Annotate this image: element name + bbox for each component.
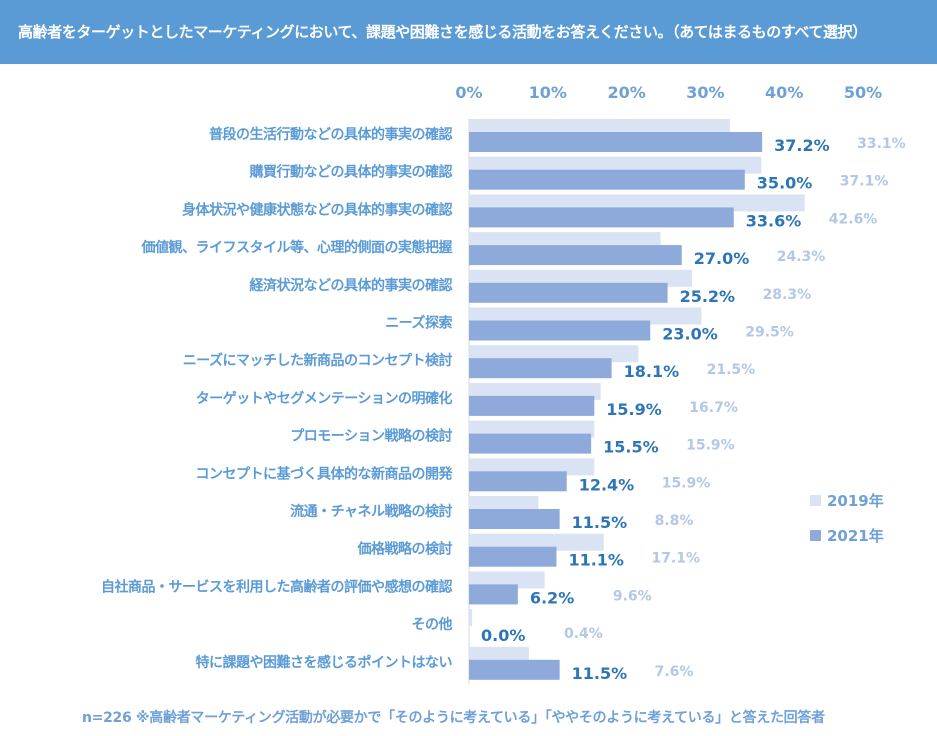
bar-2019	[469, 382, 601, 400]
bar-2019	[469, 119, 730, 136]
data-label-2019: 15.9%	[662, 475, 711, 491]
data-label-2021: 27.0%	[694, 249, 750, 268]
footnote: n=226 ※高齢者マーケティング活動が必要かで「そのように考えている」「ややそ…	[82, 710, 825, 726]
category-label: ターゲットやセグメンテーションの明確化	[196, 390, 453, 407]
bar-2019	[469, 269, 693, 287]
bar-2019	[469, 646, 529, 664]
question-header: 高齢者をターゲットとしたマーケティングにおいて、課題や困難さを感じる活動をお答え…	[0, 0, 937, 64]
bar-2021	[469, 207, 734, 228]
data-label-2021: 11.1%	[568, 551, 624, 570]
category-label: その他	[412, 616, 453, 633]
bar-2021	[469, 546, 557, 567]
category-label: 購買行動などの具体的事実の確認	[249, 164, 453, 181]
category-label: 自社商品・サービスを利用した高齢者の評価や感想の確認	[101, 578, 452, 595]
x-tick-label: 10%	[529, 83, 567, 102]
bar-2021	[469, 395, 595, 416]
category-label: 身体状況や健康状態などの具体的事実の確認	[182, 201, 452, 218]
data-label-2021: 15.9%	[606, 400, 662, 419]
category-label: 価値観、ライフスタイル等、心理的側面の実態把握	[141, 239, 453, 256]
bar-2019	[469, 156, 762, 174]
data-label-2021: 6.2%	[530, 588, 574, 607]
bar-2021	[469, 169, 745, 190]
bar-2021	[469, 509, 560, 529]
data-label-2019: 24.3%	[777, 249, 826, 265]
data-label-2019: 17.1%	[651, 551, 700, 567]
data-label-2019: 33.1%	[857, 136, 906, 152]
bar-2021	[469, 282, 668, 303]
category-label: 経済状況などの具体的事実の確認	[250, 277, 453, 294]
bar-2021	[469, 659, 560, 680]
data-label-2021: 37.2%	[774, 136, 830, 155]
x-tick-label: 0%	[455, 83, 482, 102]
data-label-2019: 28.3%	[763, 287, 812, 303]
bar-2021	[469, 471, 567, 492]
x-tick-label: 40%	[765, 83, 803, 102]
bar-2019	[469, 533, 604, 551]
bar-2021	[469, 320, 651, 341]
data-label-2019: 37.1%	[840, 174, 889, 190]
data-label-2021: 11.5%	[572, 513, 628, 532]
data-label-2019: 42.6%	[829, 211, 878, 227]
bar-2019	[469, 458, 595, 476]
data-label-2021: 12.4%	[579, 475, 635, 494]
data-label-2021: 15.5%	[603, 438, 659, 457]
bar-2019	[469, 420, 595, 438]
data-label-2021: 0.0%	[481, 626, 525, 645]
x-tick-label: 50%	[844, 83, 882, 102]
data-label-2019: 16.7%	[689, 400, 738, 416]
category-label: 特に課題や困難さを感じるポイントはない	[196, 654, 453, 671]
question-text: 高齢者をターゲットとしたマーケティングにおいて、課題や困難さを感じる活動をお答え…	[18, 23, 867, 41]
data-label-2021: 35.0%	[757, 174, 813, 193]
bar-2019	[469, 571, 545, 589]
category-label: ニーズ探索	[385, 315, 452, 332]
bar-2019	[469, 194, 805, 212]
data-label-2021: 33.6%	[746, 211, 802, 230]
data-label-2021: 23.0%	[662, 325, 718, 344]
category-label: ニーズにマッチした新商品のコンセプト検討	[183, 352, 453, 369]
legend-swatch-2019	[810, 495, 821, 506]
data-label-2021: 18.1%	[624, 362, 680, 381]
category-label: コンセプトに基づく具体的な新商品の開発	[196, 465, 454, 482]
bar-2021	[469, 245, 682, 266]
data-label-2019: 0.4%	[564, 626, 603, 642]
category-label: 価格戦略の検討	[357, 541, 453, 558]
bar-2019	[469, 307, 702, 325]
data-label-2019: 7.6%	[655, 664, 694, 680]
data-label-2019: 9.6%	[613, 588, 652, 604]
category-label: 流通・チャネル戦略の検討	[290, 503, 452, 520]
data-label-2021: 25.2%	[680, 287, 736, 306]
bar-2019	[469, 496, 539, 513]
bar-2019	[469, 345, 639, 363]
data-label-2021: 11.5%	[572, 664, 628, 683]
bar-2019	[469, 232, 661, 250]
x-tick-label: 30%	[686, 83, 724, 102]
x-tick-label: 20%	[607, 83, 645, 102]
category-label: 普段の生活行動などの具体的事実の確認	[209, 126, 452, 143]
bar-2021	[469, 584, 518, 605]
data-label-2019: 8.8%	[655, 513, 694, 529]
bar-2021	[469, 132, 763, 152]
legend-label-2019: 2019年	[827, 492, 884, 510]
bar-2019	[469, 609, 473, 627]
category-label: プロモーション戦略の検討	[290, 428, 452, 445]
data-label-2019: 15.9%	[686, 438, 735, 454]
bar-2021	[469, 433, 592, 454]
data-label-2019: 29.5%	[745, 325, 794, 341]
legend-label-2021: 2021年	[827, 527, 884, 545]
data-label-2019: 21.5%	[707, 362, 756, 378]
bar-2021	[469, 358, 612, 379]
legend-swatch-2021	[810, 530, 821, 541]
